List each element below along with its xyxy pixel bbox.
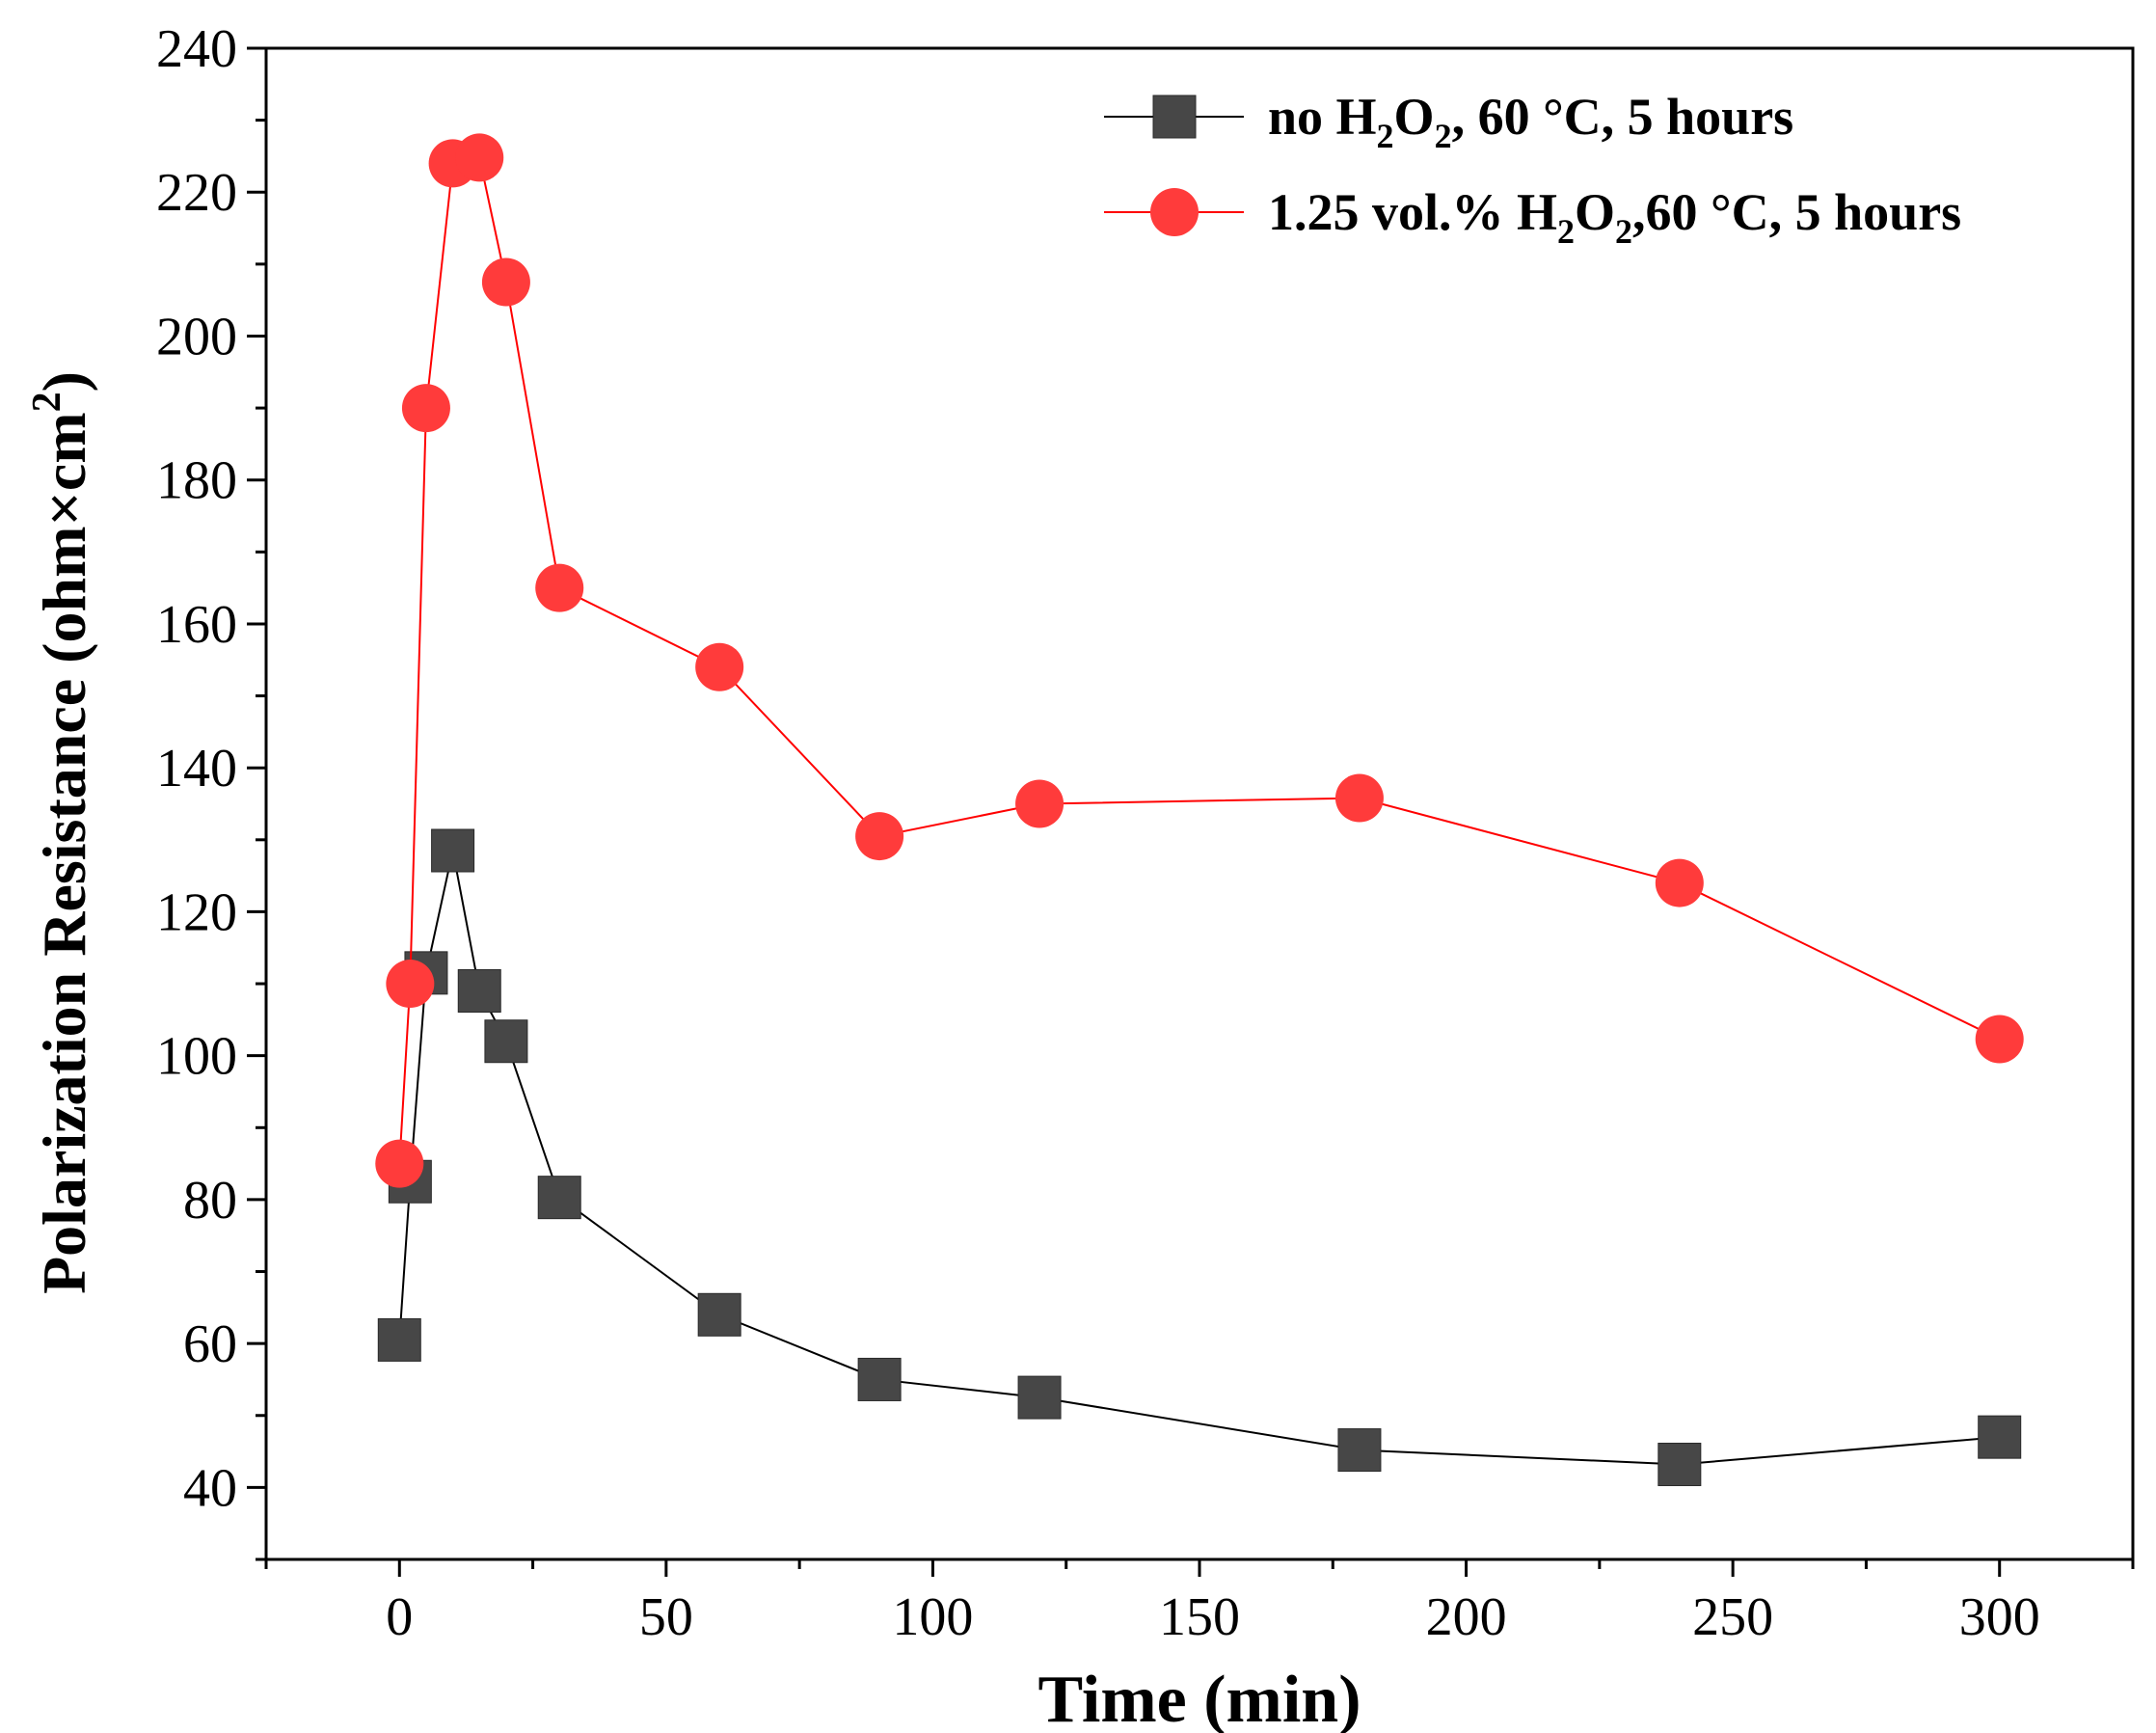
series-layer xyxy=(375,133,2024,1487)
data-point-square xyxy=(1017,1375,1062,1420)
data-point-square xyxy=(377,1317,421,1362)
data-point-square xyxy=(697,1292,741,1337)
axes: 0 50 100 150 200 250 300 40 60 80 100 120 140 160 180 2… xyxy=(156,19,2135,1647)
data-point-circle xyxy=(1015,779,1065,828)
y-tick-label: 180 xyxy=(156,451,237,511)
data-point-circle xyxy=(455,133,504,182)
x-tick-label: 250 xyxy=(1692,1587,1773,1647)
data-point-circle xyxy=(695,642,744,691)
y-axis-title-close: ) xyxy=(30,371,98,392)
x-tick-label: 150 xyxy=(1159,1587,1240,1647)
legend-item-1: 1.25 vol.% H2O2,60 °C, 5 hours xyxy=(1104,183,1961,251)
y-tick-label: 160 xyxy=(156,595,237,655)
y-tick-label: 60 xyxy=(183,1314,237,1374)
y-axis-title-superscript: 2 xyxy=(25,392,69,412)
y-tick-label: 100 xyxy=(156,1027,237,1087)
x-tick-label: 0 xyxy=(386,1587,413,1647)
series-1 xyxy=(375,133,2024,1188)
x-tick-label: 300 xyxy=(1959,1587,2040,1647)
series-0 xyxy=(377,828,2022,1487)
data-point-square xyxy=(1978,1415,2022,1459)
legend-text-part: , 60 °C, 5 hours xyxy=(1452,88,1794,146)
y-tick-label: 80 xyxy=(183,1171,237,1231)
data-point-circle xyxy=(1975,1015,2024,1064)
y-tick-label: 140 xyxy=(156,739,237,799)
legend-text-part: ,60 °C, 5 hours xyxy=(1632,183,1961,241)
legend-subscript: 2 xyxy=(1435,117,1452,155)
y-tick-label: 120 xyxy=(156,882,237,942)
y-tick-label: 220 xyxy=(156,163,237,223)
data-point-square xyxy=(537,1176,581,1220)
y-tick-label: 200 xyxy=(156,307,237,366)
data-point-circle xyxy=(401,384,450,433)
y-axis-title: Polarization Resistance (ohm×cm2) xyxy=(25,371,98,1294)
legend-label: 1.25 vol.% H2O2,60 °C, 5 hours xyxy=(1268,183,1961,251)
data-point-square xyxy=(431,828,475,873)
x-tick-label: 200 xyxy=(1426,1587,1507,1647)
data-point-circle xyxy=(855,812,904,861)
legend-subscript: 2 xyxy=(1377,117,1394,155)
legend-text-part: no H xyxy=(1268,88,1377,146)
x-tick-label: 50 xyxy=(639,1587,693,1647)
data-point-square xyxy=(1337,1428,1382,1473)
data-point-circle xyxy=(386,960,435,1009)
data-point-square xyxy=(457,969,501,1014)
data-point-circle xyxy=(1334,773,1384,823)
y-tick-label: 40 xyxy=(183,1458,237,1518)
legend-text-part: O xyxy=(1575,183,1615,241)
x-tick-label: 100 xyxy=(892,1587,973,1647)
data-point-circle xyxy=(1655,858,1704,907)
y-axis-title-main: Polarization Resistance (ohm×cm xyxy=(30,412,98,1294)
data-point-circle xyxy=(481,257,530,307)
legend-marker-circle xyxy=(1150,188,1199,236)
legend-text-part: 1.25 vol.% H xyxy=(1268,183,1557,241)
legend-item-0: no H2O2, 60 °C, 5 hours xyxy=(1104,88,1793,155)
data-point-square xyxy=(857,1357,902,1401)
legend-marker-square xyxy=(1152,95,1197,139)
legend-subscript: 2 xyxy=(1615,212,1632,251)
data-point-square xyxy=(484,1019,528,1064)
data-point-circle xyxy=(535,563,584,612)
legend-subscript: 2 xyxy=(1557,212,1575,251)
data-point-square xyxy=(1657,1443,1702,1487)
legend-label: no H2O2, 60 °C, 5 hours xyxy=(1268,88,1793,155)
legend-text-part: O xyxy=(1394,88,1435,146)
y-tick-label: 240 xyxy=(156,19,237,79)
x-axis-title: Time (min) xyxy=(1038,1663,1361,1733)
data-point-circle xyxy=(375,1139,424,1188)
